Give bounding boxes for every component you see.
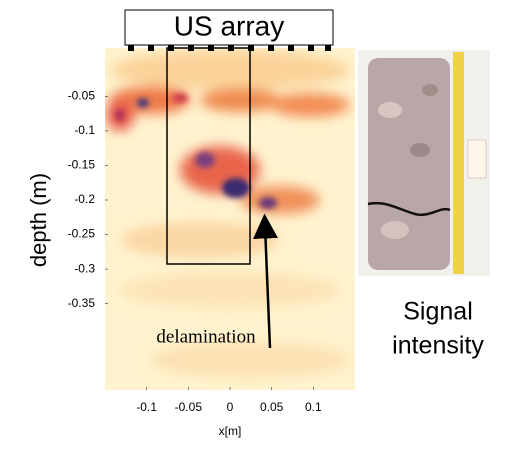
y-tick-label: -0.35 bbox=[68, 296, 96, 310]
array-box bbox=[124, 9, 334, 46]
x-tick-label: 0.05 bbox=[260, 400, 284, 414]
array-label: US array bbox=[174, 10, 284, 41]
annotation: delamination bbox=[156, 326, 256, 347]
side-label: intensity bbox=[392, 332, 484, 360]
arrow bbox=[253, 213, 279, 349]
y-tick-label: -0.25 bbox=[68, 227, 96, 241]
heatmap bbox=[105, 48, 355, 390]
y-tick-label: -0.2 bbox=[74, 192, 95, 206]
x-axis-label: x[m] bbox=[219, 424, 242, 438]
side-label: Signal bbox=[403, 298, 473, 326]
y-tick-label: -0.1 bbox=[74, 123, 95, 137]
x-tick-label: -0.05 bbox=[175, 400, 203, 414]
y-tick-label: -0.3 bbox=[74, 261, 95, 275]
x-tick-label: 0.1 bbox=[305, 400, 322, 414]
transducers bbox=[128, 45, 331, 51]
photo bbox=[358, 50, 490, 276]
y-tick-label: -0.15 bbox=[68, 158, 96, 172]
y-tick-label: -0.05 bbox=[68, 89, 96, 103]
y-axis-label: depth (m) bbox=[26, 173, 51, 267]
x-tick-label: 0 bbox=[227, 400, 234, 414]
x-tick-label: -0.1 bbox=[136, 400, 157, 414]
